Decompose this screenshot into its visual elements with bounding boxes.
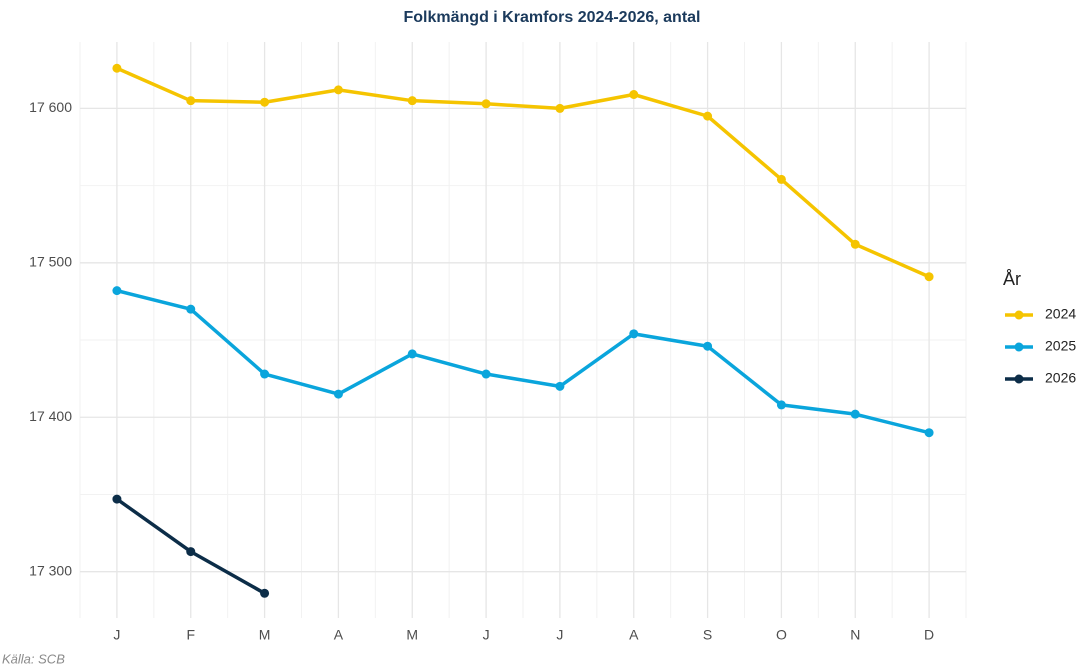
x-tick-label: S bbox=[703, 627, 712, 643]
data-point bbox=[260, 369, 270, 379]
x-tick-label: A bbox=[334, 627, 344, 643]
chart-title: Folkmängd i Kramfors 2024-2026, antal bbox=[404, 9, 701, 26]
data-point bbox=[186, 547, 196, 557]
legend-label: 2024 bbox=[1045, 306, 1076, 322]
data-point bbox=[112, 63, 122, 73]
data-point bbox=[407, 349, 417, 359]
legend-swatch-dot bbox=[1014, 374, 1024, 384]
data-point bbox=[333, 85, 343, 95]
y-tick-label: 17 600 bbox=[29, 99, 72, 115]
data-point bbox=[112, 286, 122, 296]
y-tick-label: 17 400 bbox=[29, 408, 72, 424]
x-tick-label: M bbox=[259, 627, 271, 643]
x-tick-label: A bbox=[629, 627, 639, 643]
x-tick-label: J bbox=[556, 627, 563, 643]
x-tick-label: N bbox=[850, 627, 860, 643]
data-point bbox=[186, 304, 196, 314]
data-point bbox=[703, 111, 713, 121]
x-tick-label: D bbox=[924, 627, 934, 643]
x-tick-label: M bbox=[406, 627, 418, 643]
data-point bbox=[850, 409, 860, 419]
data-point bbox=[776, 400, 786, 410]
data-point bbox=[924, 428, 934, 438]
legend-label: 2025 bbox=[1045, 338, 1076, 354]
data-point bbox=[260, 588, 270, 598]
series-line bbox=[116, 288, 930, 435]
data-point bbox=[703, 341, 713, 351]
data-point bbox=[629, 90, 639, 100]
data-point bbox=[776, 174, 786, 184]
data-point bbox=[260, 97, 270, 107]
data-point bbox=[407, 96, 417, 106]
legend-title: År bbox=[1003, 269, 1021, 289]
data-point bbox=[333, 389, 343, 399]
data-point bbox=[481, 369, 491, 379]
legend-label: 2026 bbox=[1045, 370, 1076, 386]
x-tick-label: J bbox=[113, 627, 120, 643]
legend-swatch-dot bbox=[1014, 310, 1024, 320]
y-tick-label: 17 300 bbox=[29, 562, 72, 578]
data-point bbox=[555, 381, 565, 391]
caption: Källa: SCB bbox=[2, 651, 65, 666]
x-tick-label: O bbox=[776, 627, 787, 643]
data-point bbox=[629, 329, 639, 339]
series-line bbox=[116, 66, 930, 279]
legend-swatch-dot bbox=[1014, 342, 1024, 352]
data-point bbox=[924, 272, 934, 282]
data-point bbox=[481, 99, 491, 109]
data-point bbox=[555, 103, 565, 113]
y-tick-label: 17 500 bbox=[29, 254, 72, 270]
x-tick-label: F bbox=[186, 627, 195, 643]
data-point bbox=[112, 494, 122, 504]
data-point bbox=[850, 239, 860, 249]
data-point bbox=[186, 96, 196, 106]
x-tick-label: J bbox=[483, 627, 490, 643]
